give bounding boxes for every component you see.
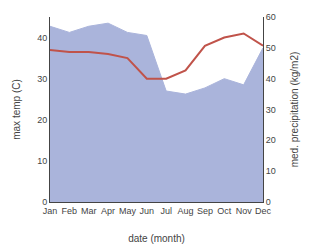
- svg-text:Apr: Apr: [101, 206, 115, 216]
- svg-text:Jul: Jul: [160, 206, 172, 216]
- svg-text:Dec: Dec: [255, 206, 272, 216]
- svg-text:Jun: Jun: [140, 206, 155, 216]
- svg-text:40: 40: [37, 33, 47, 43]
- svg-text:50: 50: [266, 43, 276, 53]
- svg-text:30: 30: [266, 105, 276, 115]
- svg-text:0: 0: [266, 197, 271, 207]
- svg-text:May: May: [119, 206, 137, 216]
- svg-text:10: 10: [266, 166, 276, 176]
- svg-text:Mar: Mar: [81, 206, 97, 216]
- svg-text:10: 10: [37, 156, 47, 166]
- svg-text:20: 20: [266, 135, 276, 145]
- svg-text:40: 40: [266, 74, 276, 84]
- svg-text:Sep: Sep: [197, 206, 213, 216]
- svg-text:0: 0: [42, 197, 47, 207]
- svg-text:60: 60: [266, 12, 276, 22]
- svg-text:date (month): date (month): [128, 233, 185, 244]
- svg-text:20: 20: [37, 115, 47, 125]
- svg-text:Feb: Feb: [62, 206, 78, 216]
- svg-text:30: 30: [37, 74, 47, 84]
- svg-text:Nov: Nov: [236, 206, 253, 216]
- svg-text:Oct: Oct: [217, 206, 232, 216]
- svg-text:med. precipitation (kg/m2): med. precipitation (kg/m2): [289, 52, 300, 168]
- svg-text:Aug: Aug: [178, 206, 194, 216]
- svg-text:Jan: Jan: [43, 206, 58, 216]
- svg-text:max temp (C): max temp (C): [11, 79, 22, 140]
